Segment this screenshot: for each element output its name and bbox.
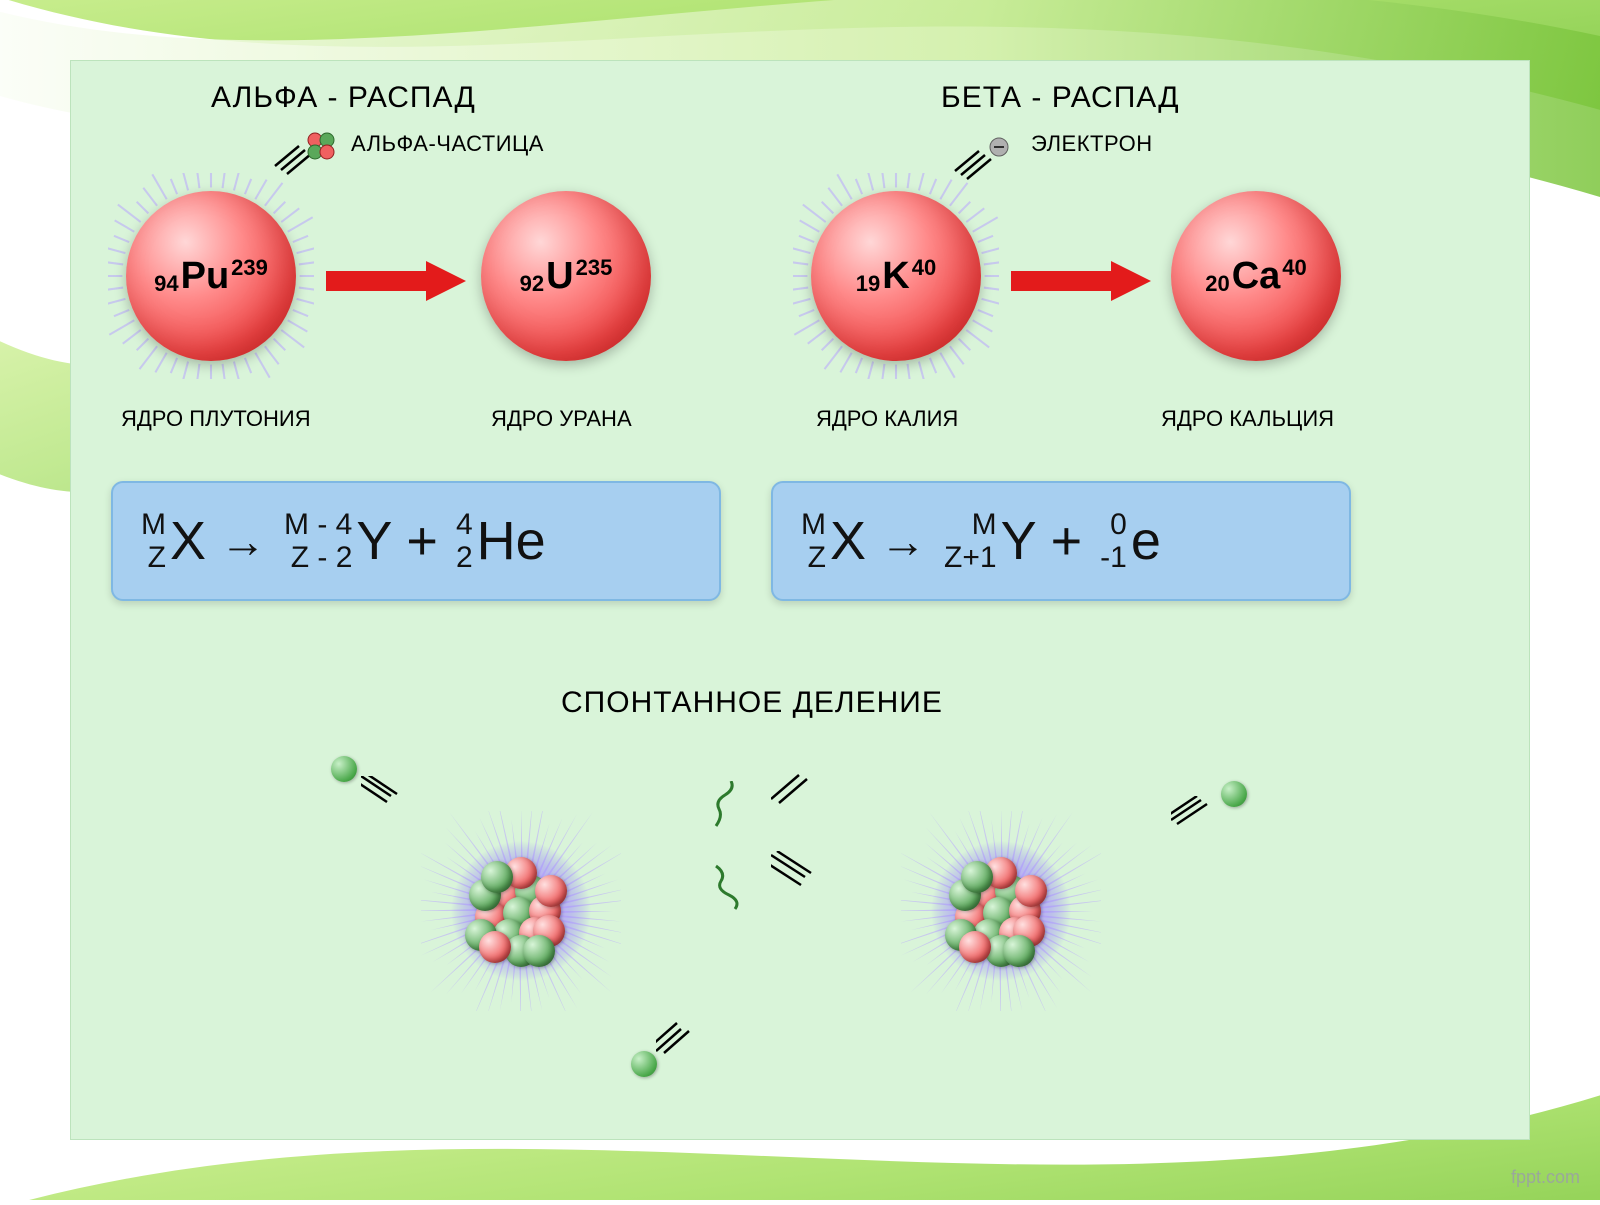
pu-sym: Pu xyxy=(181,257,230,295)
pu-caption: ЯДРО ПЛУТОНИЯ xyxy=(121,406,311,432)
fission-fragment-right xyxy=(901,811,1101,1011)
alpha-arrow xyxy=(326,261,446,291)
nucleus-plutonium: 94Pu239 xyxy=(126,191,296,361)
alpha-particle-icon xyxy=(271,126,341,181)
fission-fragment-left xyxy=(421,811,621,1011)
pu-a: 239 xyxy=(231,257,268,279)
free-neutron xyxy=(331,756,357,782)
u-z: 92 xyxy=(520,273,544,295)
nucleus-uranium: 92U235 xyxy=(481,191,651,361)
electron-label: ЭЛЕКТРОН xyxy=(1031,131,1153,157)
nucleus-calcium: 20Ca40 xyxy=(1171,191,1341,361)
ca-a: 40 xyxy=(1282,257,1306,279)
main-panel: АЛЬФА - РАСПАД БЕТА - РАСПАД АЛЬФА-ЧАСТИ… xyxy=(70,60,1530,1140)
pu-z: 94 xyxy=(154,273,178,295)
free-neutron xyxy=(631,1051,657,1077)
formula-beta: MZ X → MZ+1 Y + 0-1 e xyxy=(771,481,1351,601)
alpha-title: АЛЬФА - РАСПАД xyxy=(211,81,476,115)
k-a: 40 xyxy=(912,257,936,279)
formula-alpha: MZ X → M - 4Z - 2 Y + 42 He xyxy=(111,481,721,601)
trail-icon xyxy=(656,1021,716,1066)
u-sym: U xyxy=(546,257,573,295)
fission-title: СПОНТАННОЕ ДЕЛЕНИЕ xyxy=(561,686,943,720)
beta-title: БЕТА - РАСПАД xyxy=(941,81,1180,115)
trail-icon xyxy=(771,851,841,906)
u-caption: ЯДРО УРАНА xyxy=(491,406,632,432)
electron-icon xyxy=(951,131,1021,186)
k-caption: ЯДРО КАЛИЯ xyxy=(816,406,958,432)
trail-icon xyxy=(361,776,421,821)
beta-arrow xyxy=(1011,261,1131,291)
ca-z: 20 xyxy=(1205,273,1229,295)
k-sym: K xyxy=(882,257,909,295)
watermark: fppt.com xyxy=(1511,1167,1580,1188)
nucleus-potassium: 19K40 xyxy=(811,191,981,361)
ca-caption: ЯДРО КАЛЬЦИЯ xyxy=(1161,406,1334,432)
ca-sym: Ca xyxy=(1232,257,1281,295)
alpha-particle-label: АЛЬФА-ЧАСТИЦА xyxy=(351,131,544,157)
arrow-icon: → xyxy=(880,514,926,568)
u-a: 235 xyxy=(576,257,613,279)
gamma-ray-icon xyxy=(711,781,771,836)
trail-icon xyxy=(1171,796,1231,841)
trail-icon xyxy=(771,761,831,816)
arrow-icon: → xyxy=(220,514,266,568)
k-z: 19 xyxy=(856,273,880,295)
